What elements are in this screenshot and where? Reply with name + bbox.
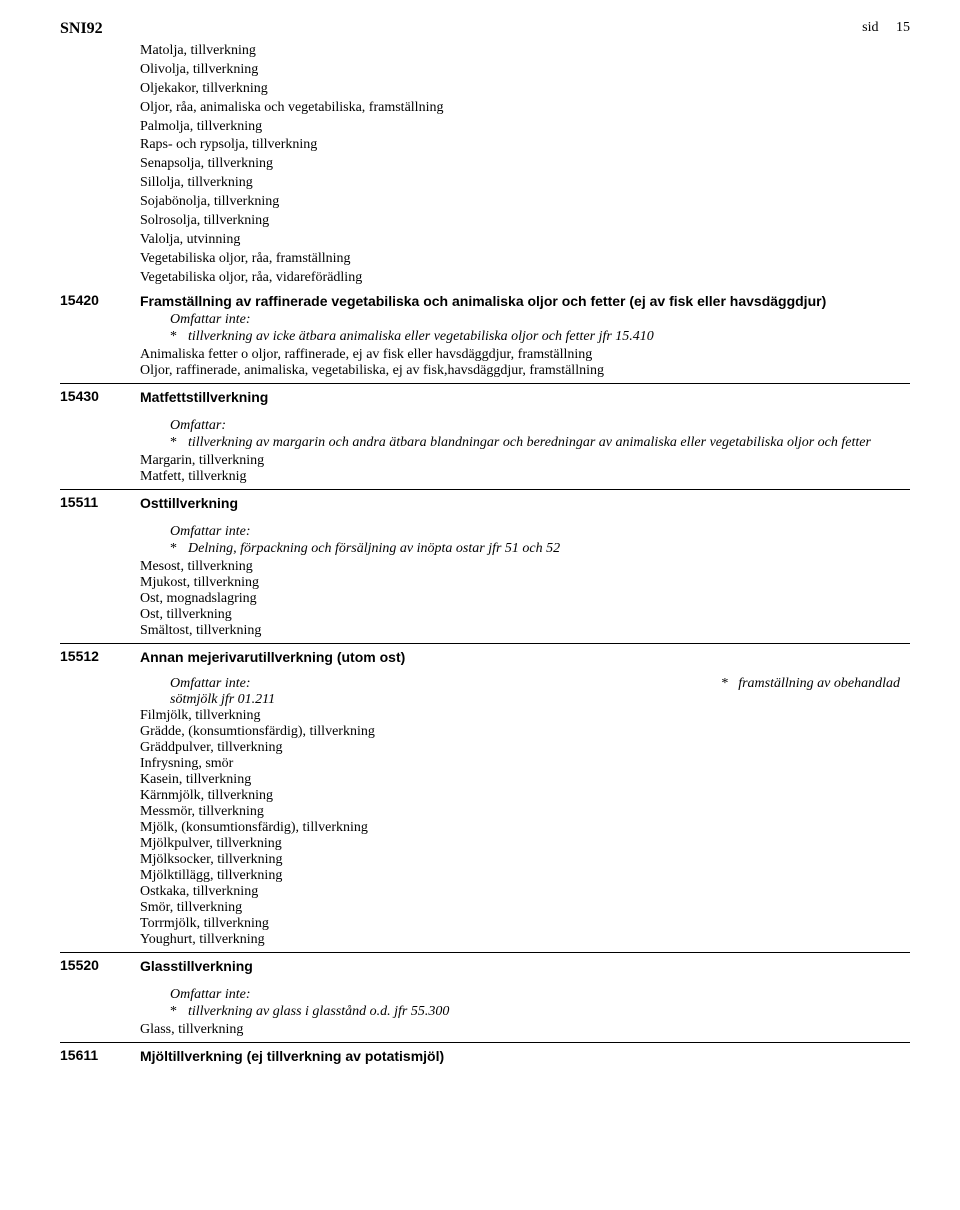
list-item: Palmolja, tillverkning [140, 118, 910, 137]
list-item: Kärnmjölk, tillverkning [140, 788, 910, 804]
list-item: Vegetabiliska oljor, råa, framställning [140, 250, 910, 269]
omfattar-inte-row: Omfattar inte: * framställning av obehan… [170, 676, 910, 692]
list-item: Ost, mognadslagring [140, 591, 910, 607]
star-icon: * [170, 1003, 188, 1022]
header-right: sid 15 [862, 20, 910, 38]
category-body: Osttillverkning Omfattar inte: * Delning… [140, 494, 910, 639]
list-item: Senapsolja, tillverkning [140, 155, 910, 174]
list-item: Sillolja, tillverkning [140, 174, 910, 193]
list-item: Grädde, (konsumtionsfärdig), tillverknin… [140, 724, 910, 740]
list-item: Matolja, tillverkning [140, 42, 910, 61]
category-title: Osttillverkning [140, 494, 910, 512]
category-15512: 15512 Annan mejerivarutillverkning (utom… [60, 648, 910, 953]
header-left: SNI92 [60, 20, 103, 38]
list-item: Torrmjölk, tillverkning [140, 916, 910, 932]
category-code: 15611 [60, 1047, 140, 1065]
list-item: Oljor, raffinerade, animaliska, vegetabi… [140, 363, 910, 379]
list-item: Animaliska fetter o oljor, raffinerade, … [140, 347, 910, 363]
list-item: Mjölktillägg, tillverkning [140, 868, 910, 884]
category-body: Glasstillverkning Omfattar inte: * tillv… [140, 957, 910, 1038]
star-icon: * [170, 540, 188, 559]
category-body: Framställning av raffinerade vegetabilis… [140, 292, 910, 379]
note-line: * tillverkning av glass i glasstånd o.d.… [170, 1003, 910, 1022]
note-line: * tillverkning av margarin och andra ätb… [170, 434, 910, 453]
list-item: Messmör, tillverkning [140, 804, 910, 820]
category-15511: 15511 Osttillverkning Omfattar inte: * D… [60, 494, 910, 644]
list-item: Smältost, tillverkning [140, 623, 910, 639]
category-body: Annan mejerivarutillverkning (utom ost) … [140, 648, 910, 948]
list-item: Glass, tillverkning [140, 1022, 910, 1038]
omfattar-inte-label: Omfattar inte: [170, 312, 910, 328]
list-item: Filmjölk, tillverkning [140, 708, 910, 724]
list-item: Solrosolja, tillverkning [140, 212, 910, 231]
list-item: Mjukost, tillverkning [140, 575, 910, 591]
category-code: 15430 [60, 388, 140, 485]
category-code: 15512 [60, 648, 140, 948]
omfattar-label: Omfattar: [170, 418, 910, 434]
star-icon: * [170, 328, 188, 347]
list-item: Matfett, tillverknig [140, 469, 910, 485]
category-title: Annan mejerivarutillverkning (utom ost) [140, 648, 910, 666]
category-body: Mjöltillverkning (ej tillverkning av pot… [140, 1047, 910, 1065]
page-header: SNI92 sid 15 [60, 20, 910, 38]
list-item: Mesost, tillverkning [140, 559, 910, 575]
note-line: * Delning, förpackning och försäljning a… [170, 540, 910, 559]
list-item: Margarin, tillverkning [140, 453, 910, 469]
category-title: Mjöltillverkning (ej tillverkning av pot… [140, 1047, 910, 1065]
star-icon: * [170, 434, 188, 453]
category-title: Framställning av raffinerade vegetabilis… [140, 292, 910, 310]
list-item: Raps- och rypsolja, tillverkning [140, 136, 910, 155]
intro-list: Matolja, tillverkning Olivolja, tillverk… [140, 42, 910, 288]
category-code: 15520 [60, 957, 140, 1038]
list-item: Youghurt, tillverkning [140, 932, 910, 948]
list-item: Sojabönolja, tillverkning [140, 193, 910, 212]
omfattar-inte-label: Omfattar inte: [170, 676, 251, 692]
list-item: Mjölksocker, tillverkning [140, 852, 910, 868]
omfattar-inte-label: Omfattar inte: [170, 987, 910, 1003]
category-15611: 15611 Mjöltillverkning (ej tillverkning … [60, 1047, 910, 1069]
list-item: Ostkaka, tillverkning [140, 884, 910, 900]
category-15430: 15430 Matfettstillverkning Omfattar: * t… [60, 388, 910, 490]
category-title: Glasstillverkning [140, 957, 910, 975]
note-text: Delning, förpackning och försäljning av … [188, 540, 910, 559]
category-code: 15511 [60, 494, 140, 639]
list-item: Gräddpulver, tillverkning [140, 740, 910, 756]
note-line: * tillverkning av icke ätbara animaliska… [170, 328, 910, 347]
page: SNI92 sid 15 Matolja, tillverkning Olivo… [0, 0, 960, 1093]
list-item: Mjölkpulver, tillverkning [140, 836, 910, 852]
star-icon: * [721, 676, 728, 691]
list-item: Olivolja, tillverkning [140, 61, 910, 80]
list-item: Oljor, råa, animaliska och vegetabiliska… [140, 99, 910, 118]
category-15520: 15520 Glasstillverkning Omfattar inte: *… [60, 957, 910, 1043]
list-item: Smör, tillverkning [140, 900, 910, 916]
category-15420: 15420 Framställning av raffinerade veget… [60, 292, 910, 384]
note-text: tillverkning av margarin och andra ätbar… [188, 434, 910, 453]
list-item: Vegetabiliska oljor, råa, vidareförädlin… [140, 269, 910, 288]
list-item: Valolja, utvinning [140, 231, 910, 250]
list-item: Infrysning, smör [140, 756, 910, 772]
list-item: Kasein, tillverkning [140, 772, 910, 788]
category-title: Matfettstillverkning [140, 388, 910, 406]
list-item: Ost, tillverkning [140, 607, 910, 623]
category-body: Matfettstillverkning Omfattar: * tillver… [140, 388, 910, 485]
right-note: * framställning av obehandlad [721, 676, 910, 692]
note-text: tillverkning av glass i glasstånd o.d. j… [188, 1003, 910, 1022]
list-item: Oljekakor, tillverkning [140, 80, 910, 99]
omfattar-inte-label: Omfattar inte: [170, 524, 910, 540]
note-line2: sötmjölk jfr 01.211 [170, 692, 910, 708]
category-code: 15420 [60, 292, 140, 379]
list-item: Mjölk, (konsumtionsfärdig), tillverkning [140, 820, 910, 836]
note-text: tillverkning av icke ätbara animaliska e… [188, 328, 910, 347]
